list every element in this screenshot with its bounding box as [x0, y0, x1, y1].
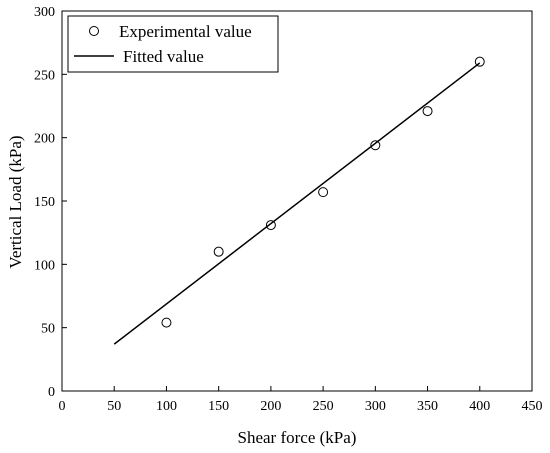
legend: Experimental value Fitted value	[67, 15, 279, 73]
experimental-point	[265, 220, 276, 231]
y-axis-ticks: 0 50 100 150 200 250 300	[34, 5, 67, 400]
legend-box	[67, 15, 279, 73]
legend-marker-experimental	[89, 26, 99, 36]
fitted-line-layer	[113, 62, 481, 345]
y-tick-label: 150	[34, 195, 55, 210]
experimental-point	[422, 106, 433, 117]
x-tick-label: 100	[156, 399, 177, 414]
x-axis-label: Shear force (kPa)	[238, 428, 357, 447]
experimental-point	[474, 56, 485, 67]
experimental-point	[161, 317, 172, 328]
legend-label-fitted: Fitted value	[123, 47, 204, 66]
experimental-point	[318, 187, 329, 198]
legend-label-experimental: Experimental value	[119, 22, 252, 41]
x-tick-label: 450	[522, 399, 543, 414]
y-tick-label: 50	[41, 322, 55, 337]
fitted-line	[113, 62, 481, 345]
y-tick-label: 250	[34, 68, 55, 83]
y-tick-label: 300	[34, 5, 55, 20]
x-tick-label: 250	[313, 399, 334, 414]
x-tick-label: 0	[59, 399, 66, 414]
x-tick-label: 350	[417, 399, 438, 414]
x-tick-label: 150	[208, 399, 229, 414]
x-tick-label: 400	[469, 399, 490, 414]
x-tick-label: 200	[260, 399, 281, 414]
y-tick-label: 200	[34, 132, 55, 147]
x-tick-label: 50	[107, 399, 121, 414]
experimental-points-layer	[161, 56, 485, 328]
y-tick-label: 0	[48, 385, 55, 400]
experimental-point	[213, 246, 224, 257]
x-tick-label: 300	[365, 399, 386, 414]
x-axis-ticks: 0 50 100 150 200 250 300 350 400 450	[59, 386, 543, 414]
experimental-point	[370, 140, 381, 151]
y-axis-label: Vertical Load (kPa)	[6, 135, 25, 268]
y-tick-label: 100	[34, 258, 55, 273]
